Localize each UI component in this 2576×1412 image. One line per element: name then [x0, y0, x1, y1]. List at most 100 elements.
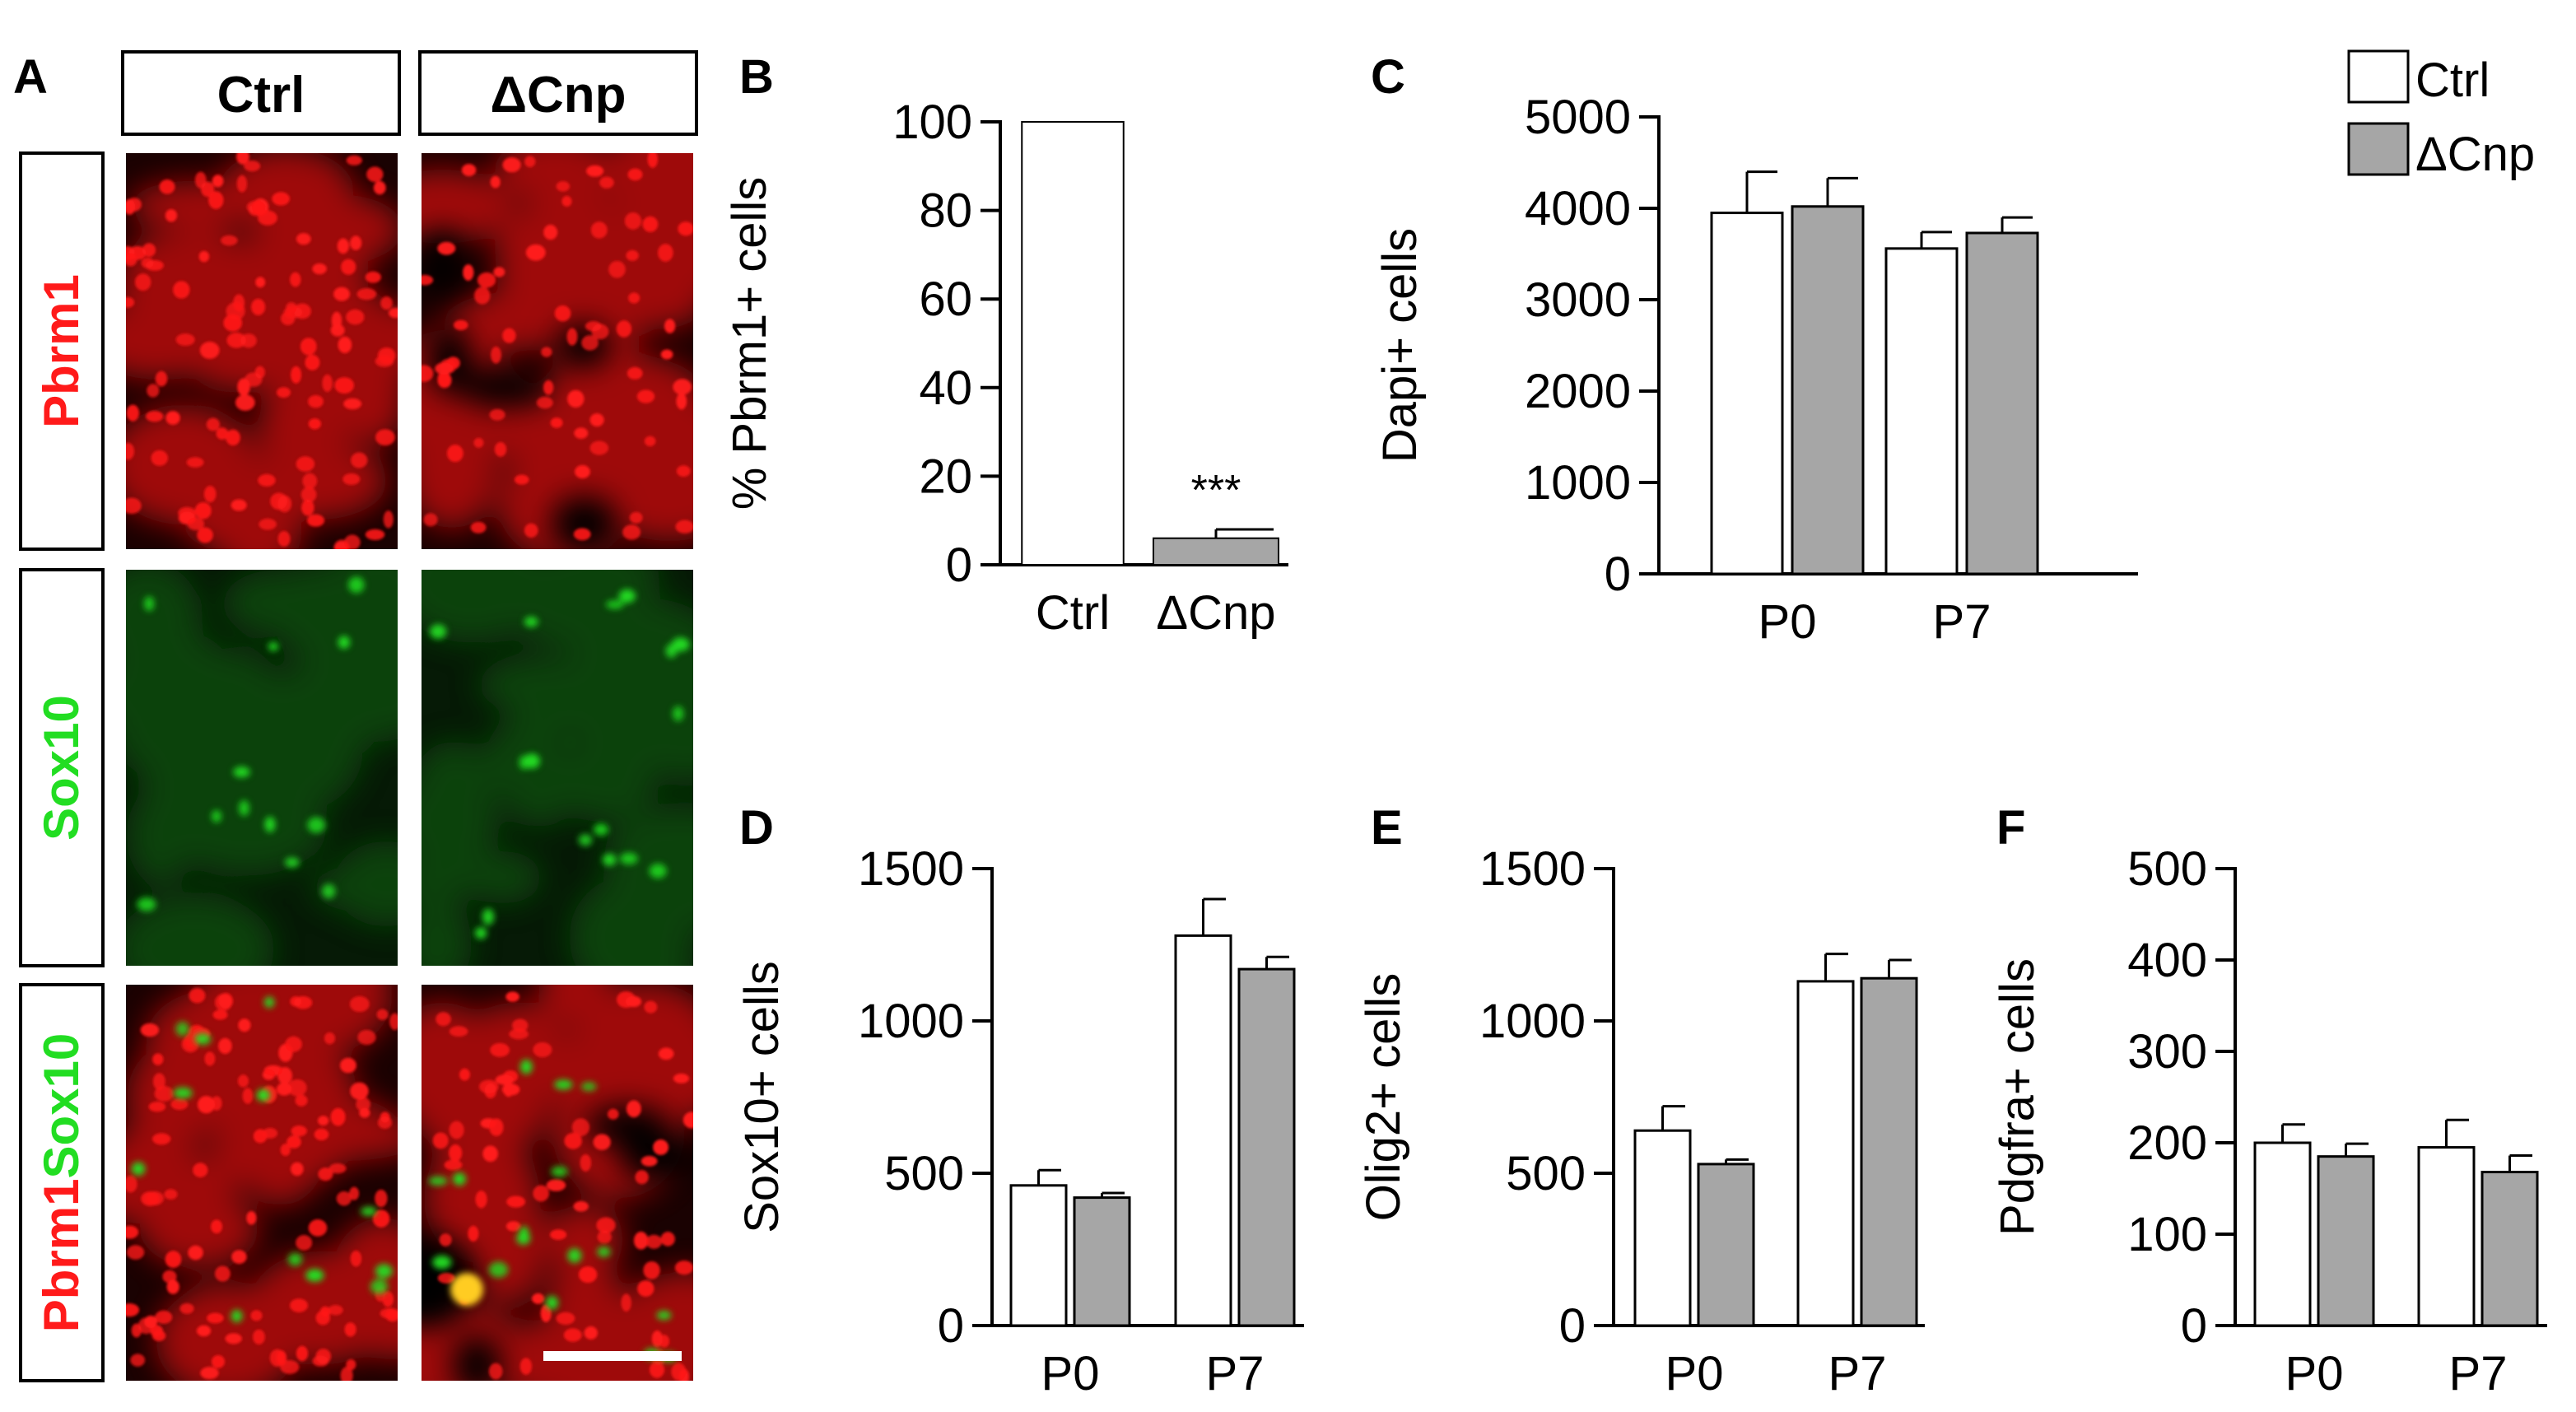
row-label-pbrm1: Pbrm1: [19, 151, 105, 551]
y-tick-label: 0: [2181, 1299, 2207, 1353]
bar-ctrl: [1710, 212, 1784, 576]
bar-charts: B % Pbrm1+ cells 0 20 40 60 80 100 Ctrl ΔCnp *** C D…: [723, 50, 2547, 1400]
panel-letter-d: D: [739, 801, 774, 855]
y-tick-label: 100: [2127, 1208, 2207, 1261]
bar-ctrl: [1884, 247, 1959, 576]
x-category-label: P7: [2449, 1347, 2508, 1400]
bar-cnp: [1153, 537, 1279, 566]
y-tick-label: 0: [946, 538, 972, 592]
micrograph-red-ctrl: [126, 153, 398, 549]
panel-letter-a: A: [13, 50, 48, 104]
y-tick-label: 0: [1559, 1299, 1586, 1353]
legend-label-ctrl: Ctrl: [2415, 54, 2490, 107]
y-tick-label: 4000: [1525, 182, 1631, 235]
micrograph-green-cnp: [422, 570, 693, 966]
row-label-text: Pbrm1Sox10: [34, 1033, 89, 1333]
row-label-part: Sox10: [34, 695, 89, 841]
y-tick-label: 1500: [1479, 842, 1586, 896]
panel-letter-f: F: [1996, 801, 2025, 855]
bar-cnp: [2481, 1171, 2539, 1327]
row-label-sox10: Sox10: [19, 568, 105, 967]
significance-annotation: ***: [1191, 467, 1241, 515]
legend-swatch-cnp: [2347, 122, 2410, 176]
legend: Ctrl ΔCnp: [2347, 49, 2535, 181]
row-label-part: Pbrm1: [34, 274, 89, 428]
bar-ctrl: [1021, 121, 1125, 566]
y-tick-label: 0: [938, 1299, 964, 1353]
y-tick-label: 20: [919, 450, 972, 503]
y-tick-label: 0: [1605, 548, 1631, 601]
row-label-box: [19, 568, 105, 967]
bar-ctrl: [1796, 980, 1855, 1327]
bar-ctrl: [1174, 934, 1232, 1327]
bar-ctrl: [2417, 1146, 2476, 1327]
bar-cnp: [1791, 205, 1865, 576]
y-tick-label: 300: [2127, 1025, 2207, 1079]
bar-cnp: [1965, 231, 2039, 576]
row-label-part: Pbrm1: [34, 1179, 89, 1333]
legend-label-cnp: ΔCnp: [2415, 128, 2535, 181]
chart-b: B % Pbrm1+ cells 0 20 40 60 80 100 Ctrl ΔCnp ***: [723, 50, 1288, 640]
x-category-label: P0: [1041, 1347, 1100, 1400]
micrograph-red-cnp: [422, 153, 693, 549]
y-axis-label: Dapi+ cells: [1373, 228, 1427, 463]
column-header-ctrl-box: [121, 50, 401, 136]
y-tick-label: 1000: [858, 995, 964, 1048]
column-header-ctrl-label: Ctrl: [217, 67, 305, 123]
chart-d: D Sox10+ cells 0 500 1000 1500 P0 P7: [735, 801, 1304, 1400]
x-category-label: ΔCnp: [1156, 586, 1275, 640]
y-tick-label: 500: [1506, 1147, 1586, 1200]
scale-bar: [543, 1351, 682, 1361]
y-tick-label: 40: [919, 361, 972, 415]
row-label-merge: Pbrm1Sox10: [19, 983, 105, 1382]
micrograph-merge-ctrl: [126, 985, 398, 1381]
bar-cnp: [1073, 1196, 1131, 1327]
chart-c: C Dapi+ cells 0 1000 2000 3000 4000 5000 P0 P7: [1371, 50, 2138, 649]
y-axis-label: % Pbrm1+ cells: [723, 177, 776, 510]
column-header-cnp-label: ΔCnp: [490, 67, 626, 123]
y-tick-label: 100: [892, 96, 972, 149]
column-header-ctrl: Ctrl: [121, 50, 401, 136]
y-tick-label: 3000: [1525, 273, 1631, 327]
y-axis-label: Sox10+ cells: [735, 961, 789, 1233]
chart-e: E Olig2+ cells 0 500 1000 1500 P0 P7: [1357, 801, 1925, 1400]
y-tick-label: 1500: [858, 842, 964, 896]
panel-letter-e: E: [1371, 801, 1403, 855]
panel-letter-b: B: [739, 50, 774, 104]
y-axis-label: Olig2+ cells: [1357, 973, 1410, 1221]
column-header-cnp: ΔCnp: [418, 50, 698, 136]
bar-cnp: [1860, 976, 1918, 1327]
bar-ctrl: [1009, 1184, 1068, 1327]
x-category-label: P0: [2285, 1347, 2344, 1400]
x-category-label: P7: [1828, 1347, 1887, 1400]
y-tick-label: 500: [884, 1147, 964, 1200]
bar-cnp: [1697, 1163, 1755, 1327]
x-category-label: P7: [1933, 595, 1991, 649]
x-category-label: P0: [1758, 595, 1817, 649]
y-tick-label: 5000: [1525, 91, 1631, 144]
micrograph-green-ctrl: [126, 570, 398, 966]
y-tick-label: 1000: [1525, 456, 1631, 510]
y-tick-label: 80: [919, 184, 972, 238]
bar-ctrl: [1633, 1129, 1692, 1327]
y-tick-label: 500: [2127, 842, 2207, 896]
y-tick-label: 1000: [1479, 995, 1586, 1048]
y-axis-label: Pdgfra+ cells: [1991, 958, 2044, 1236]
bar-cnp: [1237, 967, 1296, 1327]
row-label-part: Sox10: [34, 1033, 89, 1179]
bar-ctrl: [2253, 1141, 2312, 1327]
panel-letter-c: C: [1371, 50, 1405, 104]
micrograph-grid: [126, 153, 693, 1381]
x-category-label: P0: [1665, 1347, 1724, 1400]
chart-f: F Pdgfra+ cells 0 100 200 300 400 500 P0 P7: [1991, 801, 2547, 1400]
row-label-box: [19, 151, 105, 551]
y-tick-label: 2000: [1525, 365, 1631, 418]
micrograph-merge-cnp: [422, 985, 693, 1381]
row-label-text: Pbrm1: [34, 274, 89, 428]
bar-cnp: [2317, 1155, 2375, 1327]
column-header-cnp-box: [418, 50, 698, 136]
x-category-label: P7: [1206, 1347, 1265, 1400]
